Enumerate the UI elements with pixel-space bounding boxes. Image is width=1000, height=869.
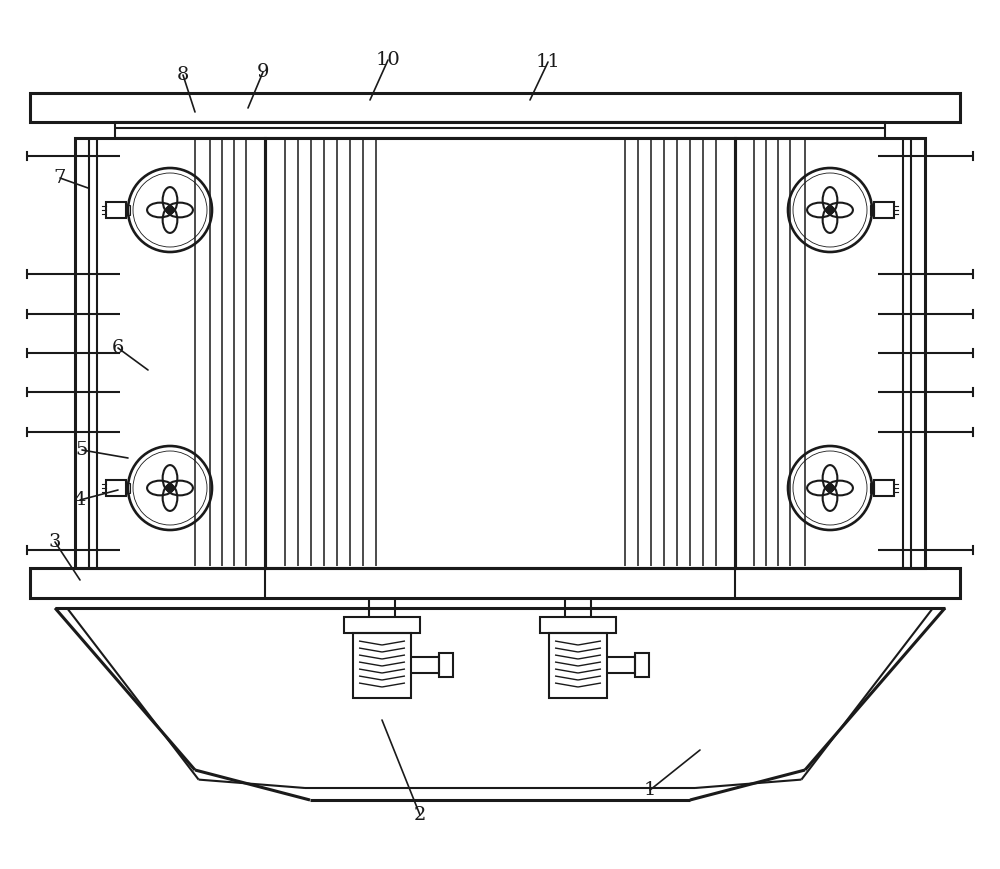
Bar — [30, 568, 960, 598]
Bar — [870, 205, 874, 215]
Bar — [635, 653, 649, 677]
Circle shape — [166, 484, 174, 492]
Bar — [126, 483, 130, 493]
Bar — [344, 617, 420, 633]
Text: 2: 2 — [414, 806, 426, 824]
Bar — [874, 480, 894, 496]
Bar — [874, 202, 894, 218]
Bar — [106, 480, 126, 496]
Bar — [115, 122, 885, 138]
Text: 6: 6 — [112, 339, 124, 357]
Bar — [540, 617, 616, 633]
Bar — [265, 138, 735, 568]
Bar — [106, 202, 126, 218]
Circle shape — [826, 484, 834, 492]
Bar — [735, 138, 925, 568]
Bar — [126, 205, 130, 215]
Bar — [353, 633, 411, 698]
Text: 5: 5 — [76, 441, 88, 459]
Text: 4: 4 — [74, 491, 86, 509]
Text: 9: 9 — [257, 63, 269, 81]
Bar — [549, 633, 607, 698]
Bar — [439, 653, 453, 677]
Text: 1: 1 — [644, 781, 656, 799]
Text: 3: 3 — [49, 533, 61, 551]
Bar — [870, 483, 874, 493]
Text: 7: 7 — [54, 169, 66, 187]
Text: 8: 8 — [177, 66, 189, 84]
Circle shape — [826, 206, 834, 214]
Text: 11: 11 — [536, 53, 560, 71]
Bar — [75, 138, 265, 568]
Text: 10: 10 — [376, 51, 400, 69]
Circle shape — [166, 206, 174, 214]
Bar — [30, 93, 960, 122]
